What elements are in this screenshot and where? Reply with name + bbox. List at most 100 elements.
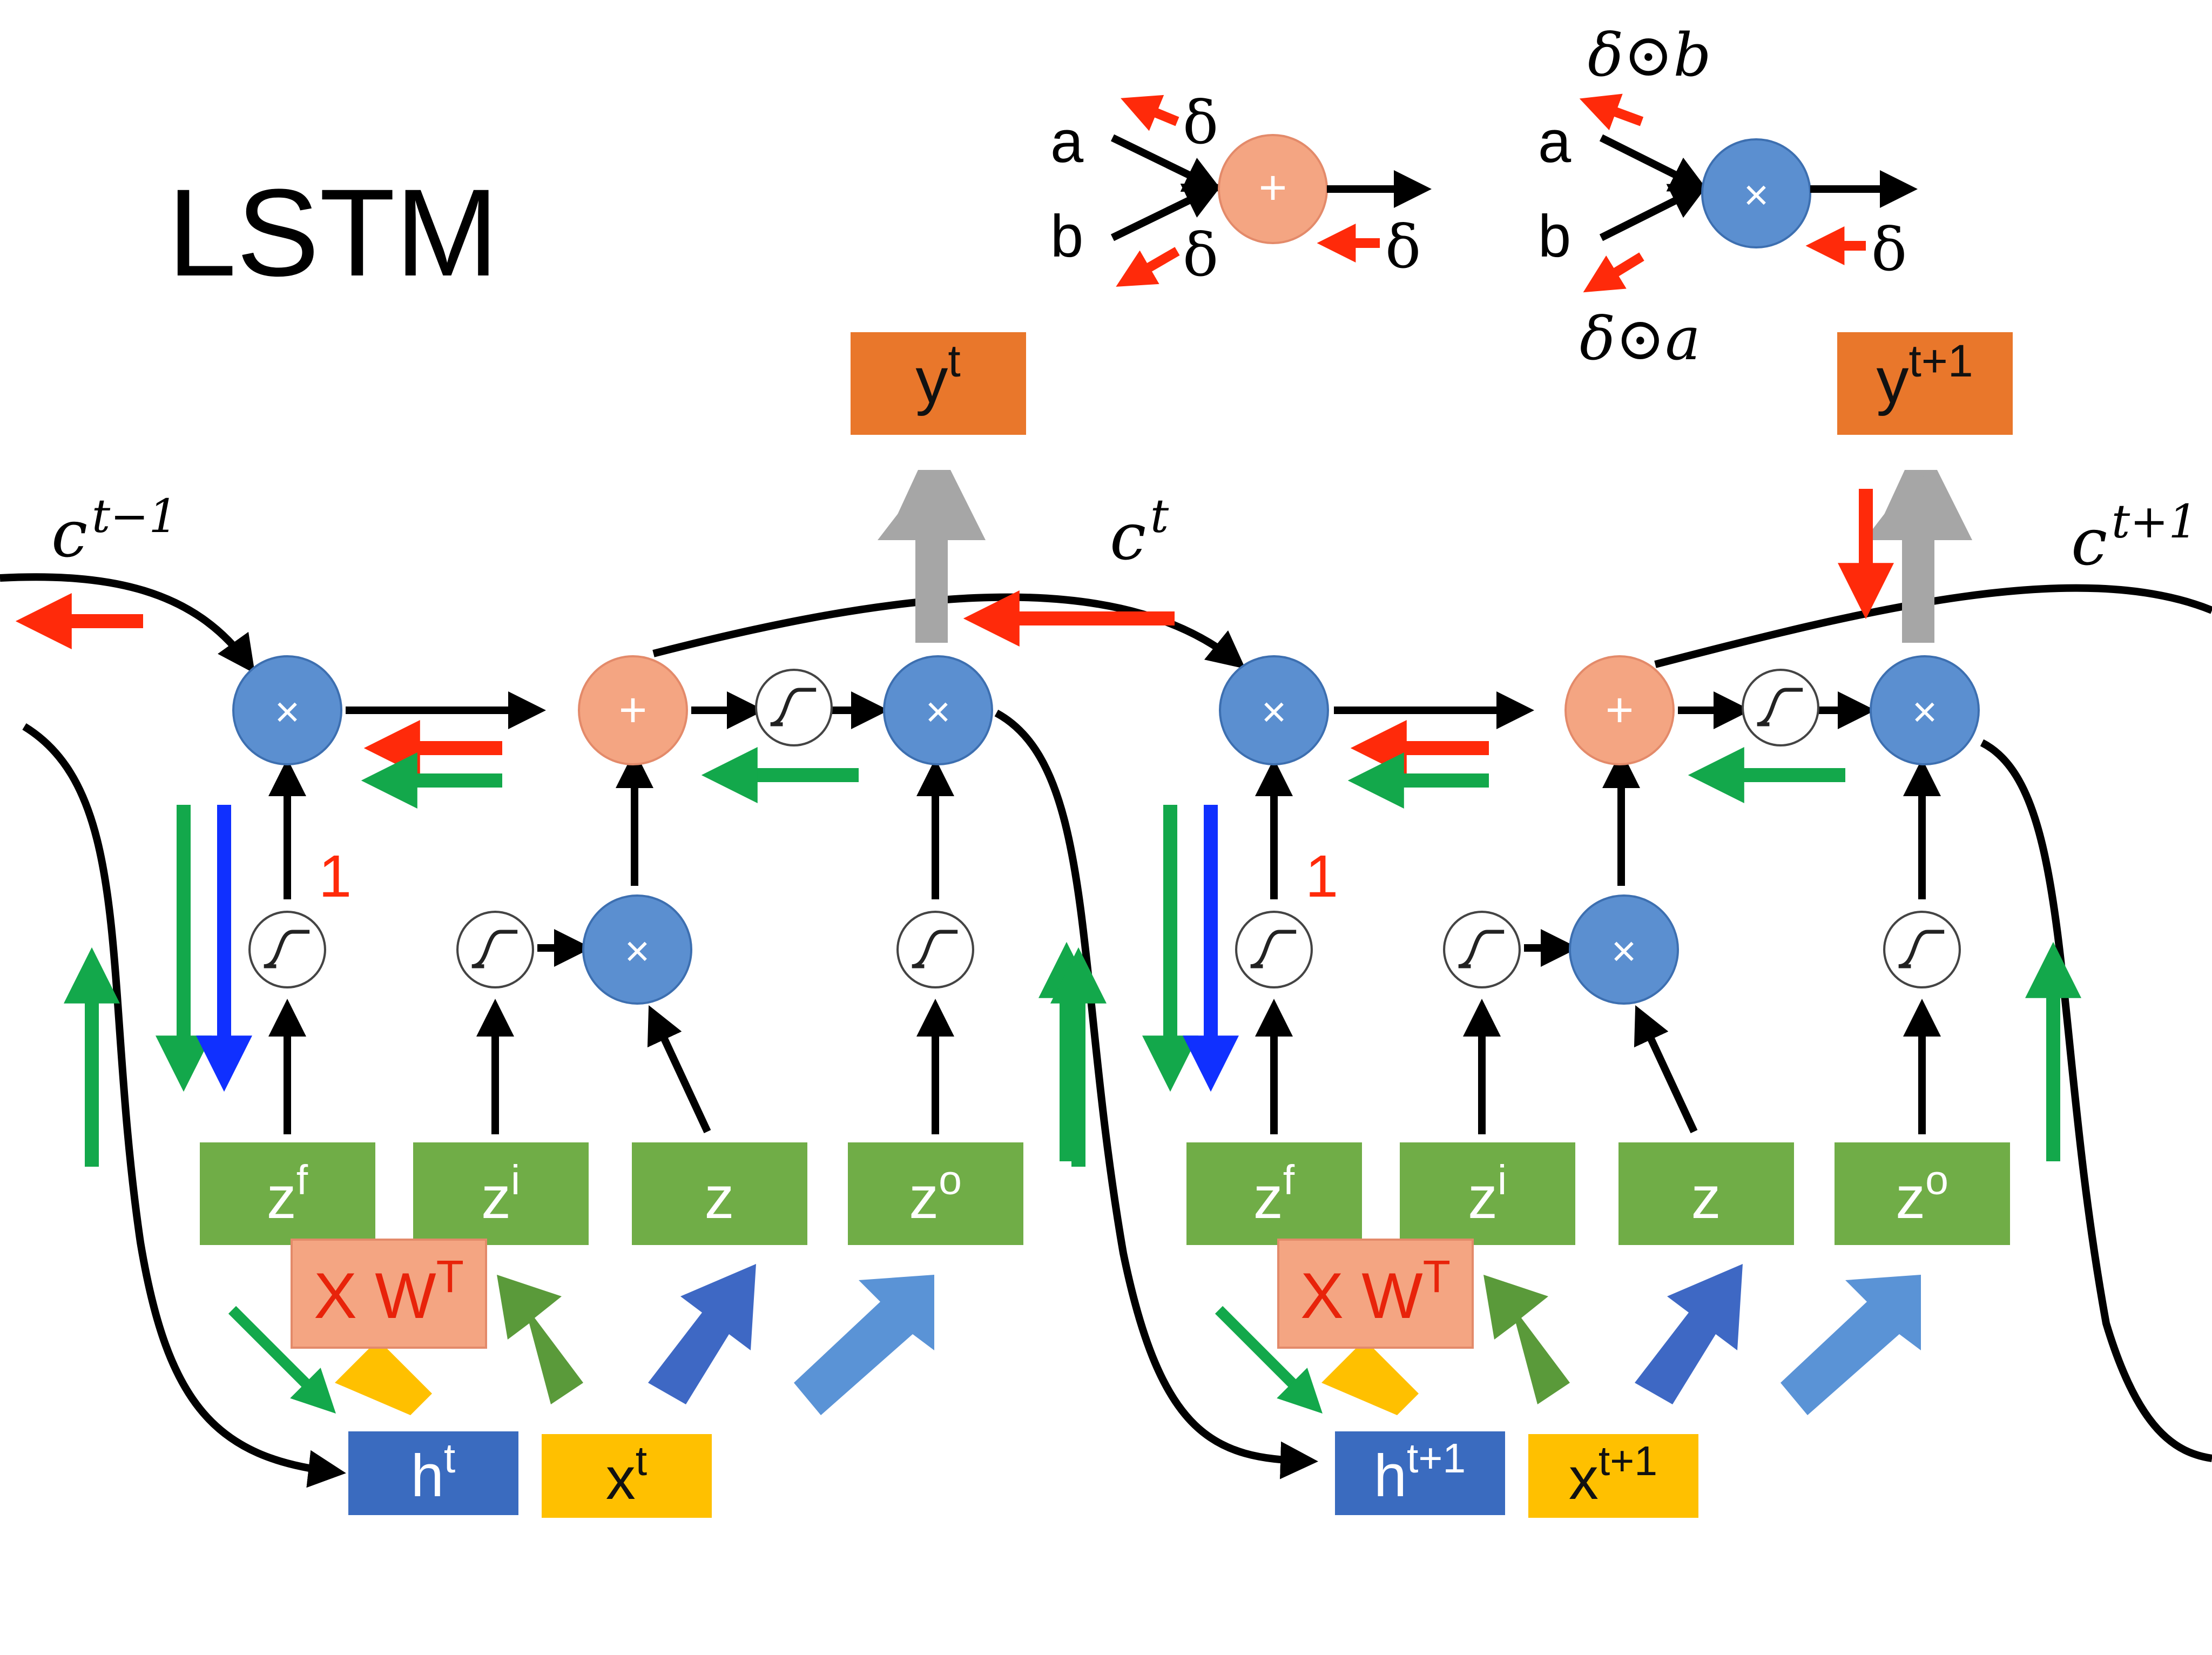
input-label-base: x: [1569, 1445, 1599, 1512]
legend-mul-grad-a-arrow: [1579, 93, 1644, 131]
gate-input-label-sup: i: [1498, 1157, 1507, 1203]
forget-mul-node-symbol: ×: [275, 688, 300, 736]
gate-forget-label-sup: f: [1283, 1157, 1295, 1203]
input-label: xt: [606, 1438, 647, 1512]
gate-input-label: zi: [1468, 1157, 1507, 1231]
gate-forget-label-base: z: [1253, 1165, 1283, 1231]
input-arrow-blue: [648, 1264, 756, 1404]
cell-state-next-sup: t+1: [2112, 495, 2197, 549]
input-arrow-lightblue: [1781, 1275, 1921, 1415]
output-up-arrow-head: [878, 470, 986, 643]
cell-add-symbol: +: [1606, 683, 1634, 737]
hidden-label-base: h: [411, 1443, 444, 1509]
cell-state-prev-sup: t−1: [92, 490, 178, 543]
tanh-icon: [1743, 670, 1818, 745]
forget-grad-one-label: 1: [319, 843, 352, 910]
input-box: [542, 1434, 712, 1518]
legend-add-input-b-arrow: [1110, 183, 1223, 241]
linear-label-sup: T: [1423, 1251, 1451, 1302]
grad-green-to-hidden: [228, 1306, 336, 1414]
legend-add-grad-b: δ: [1183, 220, 1218, 290]
candidate-to-mul-arrow: [1634, 1005, 1698, 1133]
output-box: [1837, 332, 2013, 435]
cell-state-in-arrow: [0, 573, 255, 674]
gate-forget-box: [1186, 1142, 1362, 1245]
legend-mul: × a b δ⊙b δ⊙a δ: [1538, 21, 1918, 373]
gate-input-box: [413, 1142, 589, 1245]
legend-mul-label-b: b: [1538, 203, 1571, 270]
linear-label: X WT: [314, 1251, 464, 1332]
input-label-base: x: [606, 1445, 636, 1512]
legend-add: + a b δ δ δ: [1050, 88, 1432, 290]
output-mul-node: [1870, 655, 1980, 765]
gate-forget-label-sup: f: [296, 1157, 308, 1203]
gate-output-label: zo: [909, 1157, 962, 1231]
legend-add-grad-b-arrow: [1116, 247, 1180, 287]
legend-mul-grad-b: δ⊙a: [1580, 304, 1701, 373]
gate-output-label-base: z: [909, 1165, 939, 1231]
hidden-label-base: h: [1374, 1443, 1407, 1509]
input-arrow-lightblue: [794, 1275, 934, 1415]
input-mul-node: [1569, 894, 1679, 1005]
input-arrow-yellow: [1321, 1340, 1419, 1415]
forget-mul-node: [232, 655, 342, 765]
output-sigmoid-icon: [1884, 912, 1960, 987]
gate-input-label-base: z: [481, 1165, 511, 1231]
gate-output-box: [848, 1142, 1023, 1245]
tanh-icon: [756, 670, 832, 745]
cell-add-node: [1564, 655, 1675, 765]
gate-candidate-label-base: z: [705, 1165, 734, 1231]
forget-grad-one-label: 1: [1305, 843, 1338, 910]
gate-candidate-label: z: [1691, 1165, 1721, 1231]
gate-forget-label: zf: [1253, 1157, 1295, 1231]
linear-label-sup: T: [436, 1251, 464, 1302]
input-mul-node-symbol: ×: [1611, 927, 1637, 975]
input-box: [1528, 1434, 1698, 1518]
output-label-base: y: [915, 344, 948, 416]
hidden-in-arrow: [22, 723, 346, 1488]
legend-mul-grad-b-arrow: [1583, 252, 1644, 293]
legend-mul-grad-out: δ: [1871, 215, 1907, 284]
input-arrow-green: [1483, 1275, 1570, 1404]
gate-forget-label-base: z: [267, 1165, 296, 1231]
legend-add-input-a-arrow: [1110, 134, 1223, 192]
grad-green-to-hidden: [1215, 1306, 1323, 1414]
input-label-sup: t+1: [1599, 1438, 1657, 1484]
input-mul-node: [582, 894, 692, 1005]
hidden-label: ht+1: [1374, 1435, 1466, 1509]
cell-add-node: [578, 655, 688, 765]
cell-add-symbol: +: [619, 683, 648, 737]
page-title: LSTM: [167, 163, 498, 302]
legend-add-grad-a-arrow: [1121, 95, 1179, 131]
legend-add-label-a: a: [1050, 109, 1084, 175]
output-label: yt: [915, 335, 960, 416]
forget-sigmoid-icon: [1236, 912, 1312, 987]
gate-output-label-base: z: [1896, 1165, 1925, 1231]
gate-candidate-label-base: z: [1691, 1165, 1721, 1231]
legend-mul-label-a: a: [1538, 109, 1572, 175]
gate-input-label-sup: i: [511, 1157, 520, 1203]
hidden-label: ht: [411, 1435, 456, 1509]
input-arrow-yellow: [335, 1340, 432, 1415]
legend-add-grad-out: δ: [1385, 212, 1421, 281]
gate-forget-box: [200, 1142, 375, 1245]
legend-add-symbol: +: [1259, 161, 1287, 215]
hidden-out-line: [1980, 739, 2212, 1462]
cell-state-curr-sup: t: [1150, 490, 1169, 543]
gate-forget-label: zf: [267, 1157, 308, 1231]
gate-candidate-label: z: [705, 1165, 734, 1231]
gate-output-label: zo: [1896, 1157, 1948, 1231]
legend-mul-node: [1701, 138, 1811, 248]
legend-mul-grad-a: δ⊙b: [1588, 21, 1711, 90]
gate-input-label: zi: [481, 1157, 520, 1231]
linear-box: [1277, 1239, 1474, 1349]
gate-candidate-box: [632, 1142, 807, 1245]
cell-state-prev-label: c t−1: [51, 490, 178, 572]
input-arrow-green: [497, 1275, 583, 1404]
forget-sigmoid-icon: [249, 912, 325, 987]
gradient-arrows-extra: [15, 489, 1894, 649]
output-label: yt+1: [1876, 335, 1973, 416]
gate-output-label-sup: o: [939, 1157, 962, 1203]
